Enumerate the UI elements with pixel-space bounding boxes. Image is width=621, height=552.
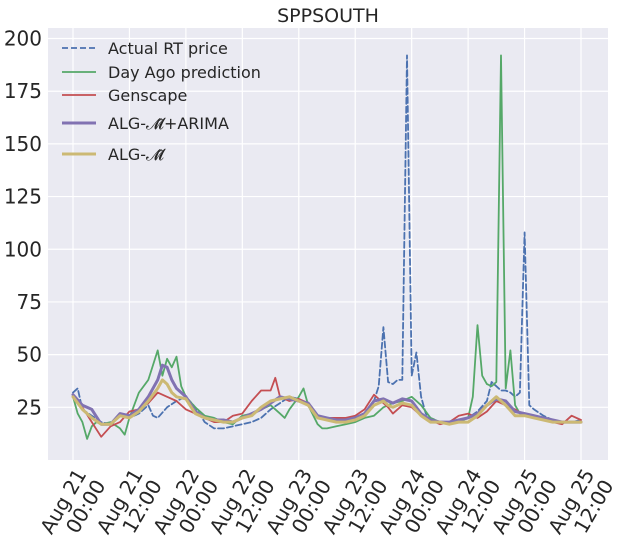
chart-title: SPPSOUTH xyxy=(277,5,379,27)
y-tick-label: 25 xyxy=(17,395,42,419)
y-tick-label: 175 xyxy=(4,79,42,103)
series-line-alg-m xyxy=(71,378,583,426)
y-tick-label: 50 xyxy=(17,343,42,367)
legend-label: Day Ago prediction xyxy=(108,63,261,82)
legend-label: ALG-𝓜̂ xyxy=(108,145,166,164)
series-line-day-ago-prediction xyxy=(72,54,582,440)
y-tick-label: 75 xyxy=(17,290,42,314)
y-axis-ticks: 25 50 75 100 125 150 175 200 xyxy=(4,27,42,420)
grid-lines xyxy=(48,28,608,460)
y-tick-label: 200 xyxy=(4,27,42,51)
series-layer xyxy=(71,54,583,440)
y-tick-label: 150 xyxy=(4,132,42,156)
legend-label: ALG-𝓜̂+ARIMA xyxy=(108,114,229,133)
y-tick-label: 100 xyxy=(4,237,42,261)
legend: Actual RT price Day Ago prediction Genscap… xyxy=(62,39,261,164)
y-tick-label: 125 xyxy=(4,185,42,209)
legend-label: Actual RT price xyxy=(108,39,228,58)
legend-label: Genscape xyxy=(108,86,187,105)
